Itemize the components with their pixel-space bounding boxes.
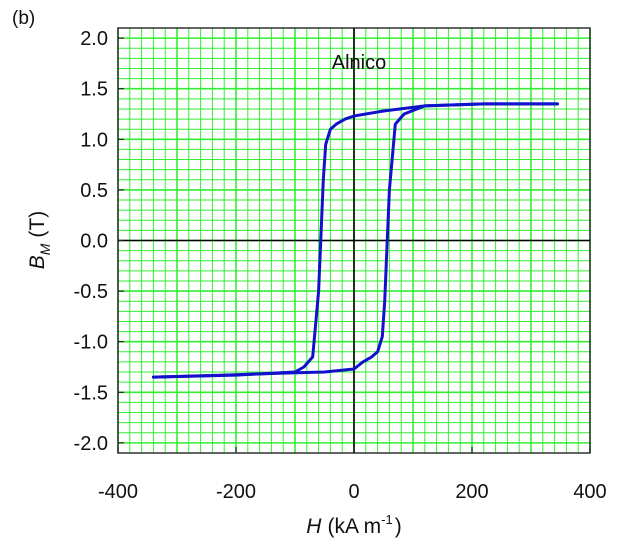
y-tick-label: 2.0 (80, 28, 108, 50)
y-tick-label: 1.5 (80, 79, 108, 101)
x-tick-label: -400 (98, 481, 138, 503)
x-axis-unit-main: (kA m (327, 515, 381, 538)
x-tick-label: 200 (455, 481, 488, 503)
x-axis-symbol: H (306, 515, 322, 538)
y-tick-label: 0.5 (80, 180, 108, 202)
hysteresis-branch-2 (151, 102, 559, 379)
y-axis-subscript: M (37, 243, 53, 255)
y-axis-title: BM (T) (26, 211, 53, 270)
annotation-label: Alnico (332, 52, 386, 74)
x-axis-unit-close: ) (395, 515, 402, 538)
ticks: -400 -200 0 200 400 -2.0 -1.5 -1.0 -0.5 0.0 0.5 1.0… (74, 28, 607, 503)
y-tick-label: 1.0 (80, 129, 108, 151)
x-tick-label: 0 (348, 481, 359, 503)
y-axis-symbol: B (26, 255, 49, 269)
y-tick-label: -1.0 (74, 332, 108, 354)
y-axis-unit: (T) (26, 211, 49, 238)
y-tick-label: -2.0 (74, 433, 108, 455)
hysteresis-branch-1 (151, 102, 559, 379)
y-tick-label: 0.0 (80, 231, 108, 253)
panel-label: (b) (12, 8, 35, 29)
y-tick-label: -0.5 (74, 281, 108, 303)
x-tick-label: 400 (573, 481, 606, 503)
y-tick-label: -1.5 (74, 382, 108, 404)
x-axis-unit-exp: -1 (381, 512, 393, 527)
curve-layer (151, 102, 559, 379)
x-axis-title: H (kA m-1) (306, 512, 401, 538)
x-tick-label: -200 (216, 481, 256, 503)
